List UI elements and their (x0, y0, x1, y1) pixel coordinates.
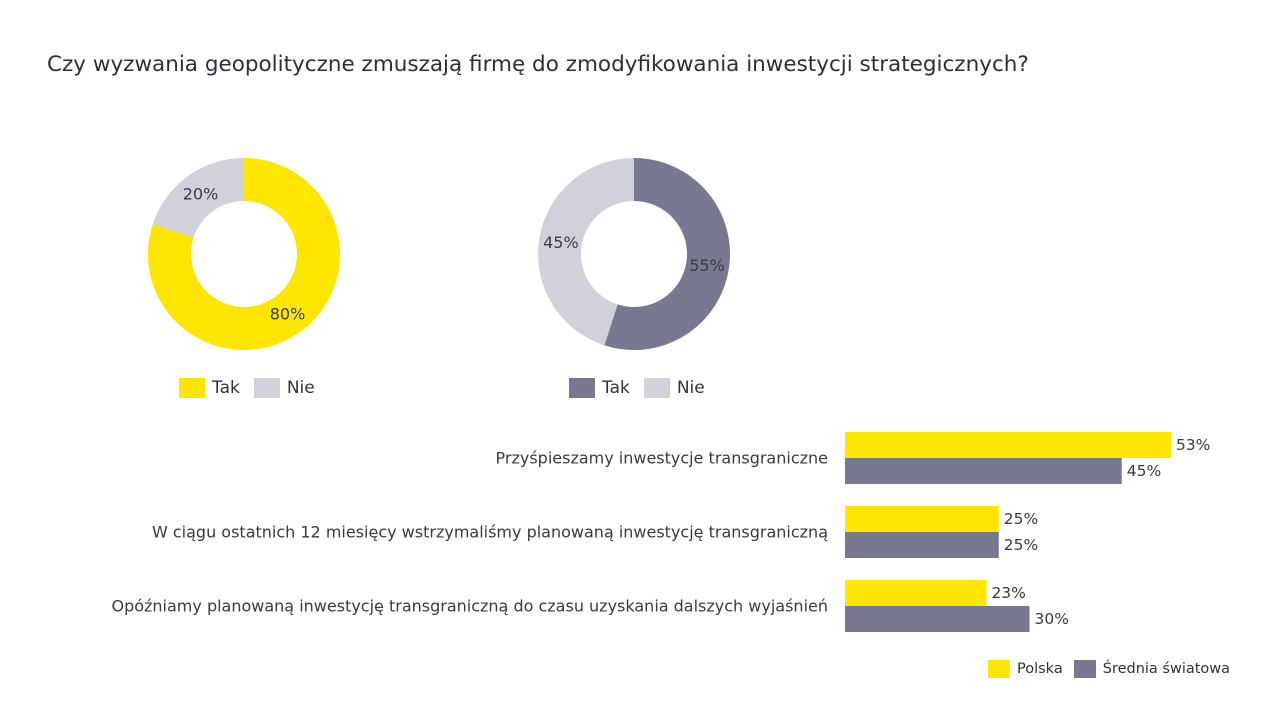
bar-srednia (845, 458, 1122, 484)
legend-swatch-srednia (1073, 660, 1096, 678)
donut-slice-tak (604, 158, 731, 350)
chart-title: Czy wyzwania geopolityczne zmuszają firm… (47, 52, 1029, 77)
bar-polska (845, 580, 987, 606)
donut-1-legend: Tak Nie (179, 378, 329, 398)
bar-category-label: Opóźniamy planowaną inwestycję transgran… (111, 597, 828, 616)
bar-srednia (845, 606, 1030, 632)
bar-value-label: 45% (1127, 462, 1161, 480)
bar-legend: Polska Średnia światowa (988, 660, 1241, 678)
legend-label-tak: Tak (602, 378, 630, 398)
legend-swatch-tak (569, 378, 595, 398)
legend-label-srednia: Średnia światowa (1102, 661, 1231, 677)
donut-slice-nie (537, 158, 634, 346)
bar-value-label: 25% (1004, 536, 1038, 554)
legend-swatch-polska (988, 660, 1010, 678)
bar-value-label: 25% (1004, 510, 1038, 528)
donut-slice-tak (147, 158, 341, 350)
bar-value-label: 30% (1035, 610, 1069, 628)
bar-srednia (845, 532, 999, 558)
donut-slice-label: 55% (689, 256, 725, 275)
donut-slice-label: 20% (183, 185, 219, 204)
bar-category-label: Przyśpieszamy inwestycje transgraniczne (496, 449, 828, 468)
donut-slice-label: 80% (270, 304, 306, 323)
legend-label-nie: Nie (676, 378, 705, 398)
donut-2-legend: Tak Nie (569, 378, 719, 398)
donut-slice-label: 45% (543, 233, 579, 252)
legend-swatch-nie (253, 378, 280, 398)
legend-label-nie: Nie (286, 378, 315, 398)
donut-slice-nie (152, 158, 244, 238)
bar-value-label: 23% (991, 584, 1025, 602)
bar-value-label: 53% (1176, 436, 1210, 454)
bar-category-label: W ciągu ostatnich 12 miesięcy wstrzymali… (152, 523, 828, 542)
legend-swatch-nie (643, 378, 670, 398)
bar-polska (845, 506, 999, 532)
bar-polska (845, 432, 1171, 458)
legend-label-tak: Tak (212, 378, 240, 398)
legend-label-polska: Polska (1017, 661, 1063, 677)
legend-swatch-tak (179, 378, 205, 398)
